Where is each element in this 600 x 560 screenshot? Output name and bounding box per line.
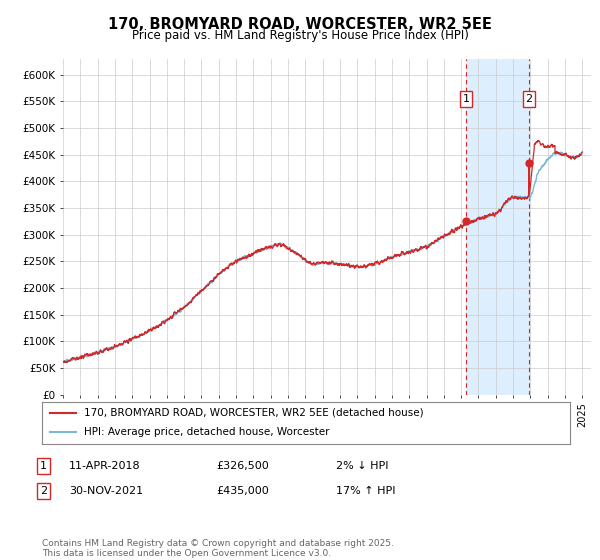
Text: Contains HM Land Registry data © Crown copyright and database right 2025.
This d: Contains HM Land Registry data © Crown c… bbox=[42, 539, 394, 558]
Text: 2: 2 bbox=[40, 486, 47, 496]
Text: 2: 2 bbox=[526, 94, 533, 104]
Text: 17% ↑ HPI: 17% ↑ HPI bbox=[336, 486, 395, 496]
Text: HPI: Average price, detached house, Worcester: HPI: Average price, detached house, Worc… bbox=[84, 427, 330, 437]
Text: 30-NOV-2021: 30-NOV-2021 bbox=[69, 486, 143, 496]
Text: 11-APR-2018: 11-APR-2018 bbox=[69, 461, 140, 471]
Text: 1: 1 bbox=[40, 461, 47, 471]
Text: 1: 1 bbox=[463, 94, 470, 104]
Text: 170, BROMYARD ROAD, WORCESTER, WR2 5EE: 170, BROMYARD ROAD, WORCESTER, WR2 5EE bbox=[108, 17, 492, 32]
Text: 170, BROMYARD ROAD, WORCESTER, WR2 5EE (detached house): 170, BROMYARD ROAD, WORCESTER, WR2 5EE (… bbox=[84, 408, 424, 418]
Text: 2% ↓ HPI: 2% ↓ HPI bbox=[336, 461, 389, 471]
Text: £326,500: £326,500 bbox=[216, 461, 269, 471]
Bar bbox=[466, 59, 529, 395]
Text: Price paid vs. HM Land Registry's House Price Index (HPI): Price paid vs. HM Land Registry's House … bbox=[131, 29, 469, 42]
Text: £435,000: £435,000 bbox=[216, 486, 269, 496]
